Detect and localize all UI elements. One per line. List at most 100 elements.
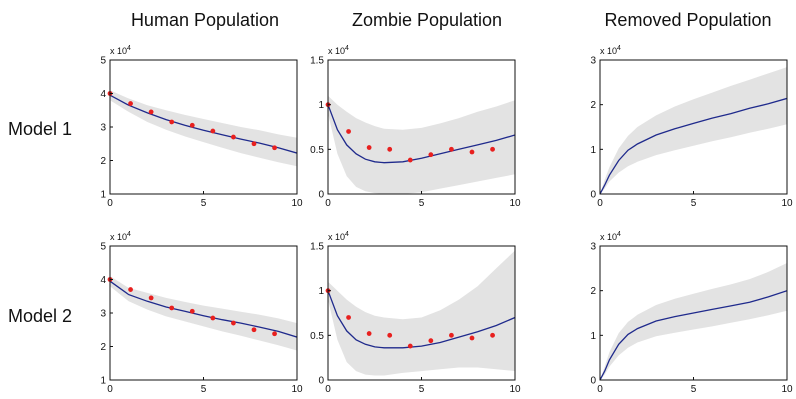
x-tick-label: 5 bbox=[419, 198, 425, 209]
column-title-zombie: Zombie Population bbox=[352, 10, 502, 30]
mean-line bbox=[600, 97, 787, 194]
column-title-removed: Removed Population bbox=[604, 10, 771, 30]
x-tick-label: 5 bbox=[201, 198, 207, 209]
y-tick-label: 1.5 bbox=[310, 242, 324, 253]
confidence-band bbox=[328, 250, 515, 376]
y-tick-label: 3 bbox=[100, 123, 106, 134]
observation-point bbox=[272, 145, 277, 151]
plot-area bbox=[328, 95, 515, 194]
x-tick-label: 0 bbox=[325, 384, 331, 395]
y-tick-label: 0 bbox=[318, 190, 324, 201]
observation-point bbox=[169, 305, 175, 311]
x-tick-label: 5 bbox=[201, 384, 207, 395]
y-tick-label: 1 bbox=[318, 286, 324, 297]
observation-point bbox=[210, 128, 216, 134]
observation-point bbox=[169, 119, 175, 125]
panel-model-1-removed-population: 0 5 10 0 1 2 3 x 104 bbox=[590, 45, 793, 209]
observation-point bbox=[490, 332, 495, 338]
x-tick-label: 10 bbox=[291, 198, 303, 209]
observation-point bbox=[469, 335, 475, 341]
observation-point bbox=[449, 332, 454, 338]
observation-point bbox=[490, 146, 495, 152]
y-tick-label: 2 bbox=[590, 100, 596, 111]
plot-area bbox=[110, 90, 297, 167]
x-tick-label: 5 bbox=[419, 384, 425, 395]
plot-area bbox=[600, 263, 787, 380]
y-tick-label: 2 bbox=[100, 342, 106, 353]
y-tick-label: 1 bbox=[590, 145, 596, 156]
confidence-band bbox=[600, 67, 787, 194]
x-tick-label: 10 bbox=[781, 198, 793, 209]
x-tick-label: 5 bbox=[691, 198, 697, 209]
panel-model-1-zombie-population: 0 5 10 0 0.5 1 1.5 x 104 bbox=[310, 45, 521, 209]
observation-point bbox=[428, 338, 434, 344]
y-tick-label: 0 bbox=[318, 376, 324, 387]
x-tick-label: 10 bbox=[509, 384, 521, 395]
y-tick-label: 1 bbox=[100, 376, 106, 387]
observation-point bbox=[407, 343, 413, 349]
observation-point bbox=[148, 109, 154, 115]
x-tick-label: 0 bbox=[107, 198, 113, 209]
mean-line bbox=[328, 104, 515, 164]
row-label-model-2: Model 2 bbox=[8, 306, 72, 326]
y-tick-label: 1 bbox=[100, 190, 106, 201]
axis-multiplier-label: x 104 bbox=[110, 45, 131, 56]
y-tick-label: 0 bbox=[590, 190, 596, 201]
observation-point bbox=[387, 332, 393, 338]
observation-point bbox=[231, 320, 236, 326]
observation-point bbox=[449, 146, 454, 152]
x-tick-label: 0 bbox=[325, 198, 331, 209]
y-tick-label: 5 bbox=[100, 242, 106, 253]
y-tick-label: 4 bbox=[100, 89, 106, 100]
observation-point bbox=[189, 308, 195, 314]
observation-point bbox=[366, 145, 372, 150]
observation-point bbox=[346, 129, 351, 134]
observation-point bbox=[251, 327, 257, 333]
observation-point bbox=[272, 331, 277, 337]
x-tick-label: 0 bbox=[597, 198, 603, 209]
axis-multiplier-label: x 104 bbox=[328, 231, 349, 242]
x-tick-label: 0 bbox=[597, 384, 603, 395]
mean-line bbox=[328, 290, 515, 349]
mean-line bbox=[600, 290, 787, 380]
confidence-band bbox=[110, 90, 297, 167]
axis-multiplier-label: x 104 bbox=[600, 45, 621, 56]
observation-point bbox=[128, 287, 133, 292]
x-tick-label: 10 bbox=[781, 384, 793, 395]
row-label-model-1: Model 1 bbox=[8, 119, 72, 139]
observation-point bbox=[251, 141, 257, 147]
y-tick-label: 2 bbox=[590, 286, 596, 297]
observation-point bbox=[469, 149, 475, 155]
plot-area bbox=[328, 250, 515, 376]
y-tick-label: 1 bbox=[318, 100, 324, 111]
mean-line bbox=[110, 280, 297, 338]
x-tick-label: 10 bbox=[509, 198, 521, 209]
y-tick-label: 5 bbox=[100, 56, 106, 67]
y-tick-label: 1 bbox=[590, 331, 596, 342]
observation-point bbox=[428, 152, 434, 158]
y-tick-label: 3 bbox=[590, 242, 596, 253]
y-tick-label: 3 bbox=[590, 56, 596, 67]
x-tick-label: 0 bbox=[107, 384, 113, 395]
y-tick-label: 3 bbox=[100, 309, 106, 320]
y-tick-label: 0.5 bbox=[310, 331, 324, 342]
observation-point bbox=[210, 315, 216, 321]
panel-model-1-human-population: 0 5 10 1 2 3 4 5 x 104 bbox=[100, 45, 303, 209]
axis-multiplier-label: x 104 bbox=[600, 231, 621, 242]
panel-model-2-removed-population: 0 5 10 0 1 2 3 x 104 bbox=[590, 231, 793, 395]
observation-point bbox=[231, 134, 236, 140]
y-tick-label: 1.5 bbox=[310, 56, 324, 67]
observation-point bbox=[128, 101, 133, 106]
observation-point bbox=[346, 315, 351, 320]
mean-line bbox=[110, 94, 297, 154]
observation-point bbox=[148, 295, 154, 301]
observation-point bbox=[366, 331, 372, 336]
plot-area bbox=[110, 276, 297, 351]
observation-point bbox=[407, 157, 413, 163]
panel-model-2-zombie-population: 0 5 10 0 0.5 1 1.5 x 104 bbox=[310, 231, 521, 395]
x-tick-label: 10 bbox=[291, 384, 303, 395]
observation-point bbox=[387, 146, 393, 152]
confidence-band bbox=[328, 95, 515, 194]
